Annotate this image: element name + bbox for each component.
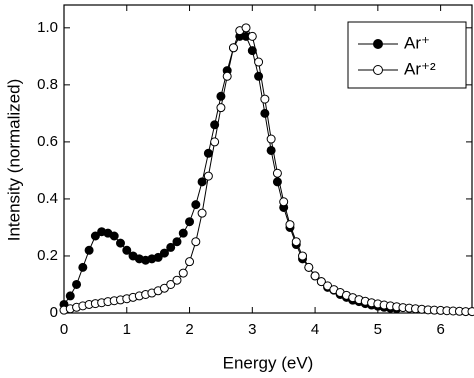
data-point bbox=[254, 57, 264, 67]
data-point bbox=[291, 237, 301, 247]
data-point bbox=[185, 257, 195, 267]
x-tick-label: 0 bbox=[60, 321, 68, 338]
data-point bbox=[241, 23, 251, 33]
data-point bbox=[65, 291, 75, 301]
legend-label: Ar⁺² bbox=[404, 59, 436, 78]
data-point bbox=[210, 120, 220, 130]
data-point bbox=[191, 237, 201, 247]
data-point bbox=[122, 245, 132, 255]
data-point bbox=[298, 251, 308, 261]
data-point bbox=[109, 231, 119, 241]
x-tick-label: 6 bbox=[436, 321, 444, 338]
data-point bbox=[115, 238, 125, 248]
y-tick-label: 0.2 bbox=[37, 247, 58, 264]
data-point bbox=[90, 231, 100, 241]
data-point bbox=[197, 177, 207, 187]
x-axis-label: Energy (eV) bbox=[223, 353, 314, 372]
data-point bbox=[172, 275, 182, 285]
data-point bbox=[467, 307, 474, 317]
legend-marker bbox=[373, 39, 383, 49]
data-point bbox=[266, 134, 276, 144]
x-tick-label: 5 bbox=[374, 321, 382, 338]
x-tick-label: 1 bbox=[123, 321, 131, 338]
y-tick-label: 0.6 bbox=[37, 133, 58, 150]
data-point bbox=[78, 262, 88, 272]
data-point bbox=[304, 262, 314, 272]
data-point bbox=[166, 242, 176, 252]
data-point bbox=[172, 237, 182, 247]
x-tick-label: 3 bbox=[248, 321, 256, 338]
plot-frame bbox=[63, 4, 473, 314]
x-tick-label: 4 bbox=[311, 321, 319, 338]
data-point bbox=[210, 137, 220, 147]
y-tick-label: 0 bbox=[50, 304, 58, 321]
data-point bbox=[84, 245, 94, 255]
y-tick-label: 0.8 bbox=[37, 76, 58, 93]
data-point bbox=[222, 71, 232, 81]
data-point bbox=[216, 103, 226, 113]
y-tick-label: 0.4 bbox=[37, 190, 58, 207]
x-tick-label: 2 bbox=[185, 321, 193, 338]
data-point bbox=[203, 148, 213, 158]
data-point bbox=[260, 94, 270, 104]
data-point bbox=[178, 268, 188, 278]
data-point bbox=[166, 279, 176, 289]
data-point bbox=[285, 220, 295, 230]
data-point bbox=[178, 228, 188, 238]
legend-marker bbox=[373, 65, 383, 75]
y-tick-label: 1.0 bbox=[37, 19, 58, 36]
data-point bbox=[159, 248, 169, 258]
data-point bbox=[191, 200, 201, 210]
data-point bbox=[185, 217, 195, 227]
y-axis-label: Intensity (normalized) bbox=[4, 79, 23, 242]
data-point bbox=[72, 279, 82, 289]
legend-label: Ar⁺ bbox=[404, 33, 430, 52]
data-point bbox=[316, 277, 326, 287]
data-point bbox=[203, 171, 213, 181]
data-point bbox=[247, 31, 257, 41]
data-point bbox=[279, 197, 289, 207]
data-point bbox=[310, 271, 320, 281]
data-point bbox=[197, 208, 207, 218]
data-point bbox=[153, 252, 163, 262]
legend-box bbox=[347, 21, 467, 89]
data-point bbox=[272, 168, 282, 178]
data-point bbox=[228, 43, 238, 53]
